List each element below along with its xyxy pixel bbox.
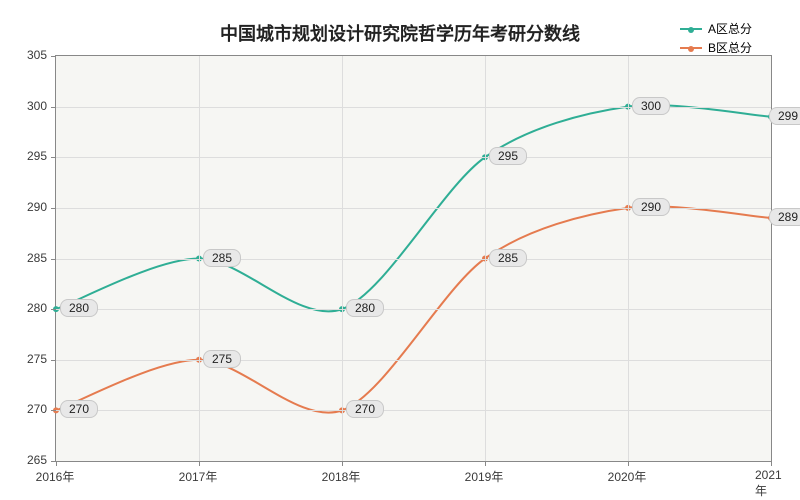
- data-label: 295: [489, 147, 527, 165]
- data-label: 275: [203, 350, 241, 368]
- y-tick-label: 300: [27, 99, 47, 113]
- legend-swatch-b: [680, 47, 702, 49]
- grid-line-h: [56, 410, 771, 411]
- y-tick-mark: [51, 360, 56, 361]
- x-tick-label: 2020年: [608, 468, 647, 485]
- x-tick-mark: [342, 461, 343, 466]
- x-tick-label: 2021年: [755, 468, 785, 499]
- data-label: 280: [60, 299, 98, 317]
- legend-label-a: A区总分: [708, 20, 752, 37]
- legend-item-a: A区总分: [680, 20, 752, 37]
- grid-line-v: [342, 56, 343, 461]
- y-tick-mark: [51, 410, 56, 411]
- data-label: 285: [203, 249, 241, 267]
- grid-line-h: [56, 259, 771, 260]
- y-tick-label: 280: [27, 301, 47, 315]
- legend-item-b: B区总分: [680, 39, 752, 56]
- grid-line-v: [628, 56, 629, 461]
- x-tick-mark: [628, 461, 629, 466]
- legend-label-b: B区总分: [708, 39, 752, 56]
- plot-area: [55, 55, 772, 462]
- data-label: 285: [489, 249, 527, 267]
- x-tick-label: 2017年: [179, 468, 218, 485]
- y-tick-mark: [51, 157, 56, 158]
- x-tick-mark: [485, 461, 486, 466]
- legend-swatch-a: [680, 28, 702, 30]
- y-tick-mark: [51, 259, 56, 260]
- data-label: 289: [769, 208, 800, 226]
- y-tick-mark: [51, 107, 56, 108]
- data-label: 270: [346, 400, 384, 418]
- grid-line-h: [56, 309, 771, 310]
- y-tick-mark: [51, 309, 56, 310]
- data-label: 299: [769, 107, 800, 125]
- y-tick-mark: [51, 208, 56, 209]
- x-tick-mark: [771, 461, 772, 466]
- data-label: 270: [60, 400, 98, 418]
- x-tick-mark: [56, 461, 57, 466]
- x-tick-mark: [199, 461, 200, 466]
- y-tick-mark: [51, 56, 56, 57]
- grid-line-h: [56, 360, 771, 361]
- data-label: 290: [632, 198, 670, 216]
- x-tick-label: 2016年: [36, 468, 75, 485]
- data-label: 300: [632, 97, 670, 115]
- y-tick-label: 275: [27, 352, 47, 366]
- y-tick-label: 265: [27, 453, 47, 467]
- y-tick-label: 305: [27, 48, 47, 62]
- y-tick-label: 290: [27, 200, 47, 214]
- y-tick-label: 295: [27, 149, 47, 163]
- x-tick-label: 2018年: [322, 468, 361, 485]
- chart-container: 中国城市规划设计研究院哲学历年考研分数线 A区总分 B区总分 265270275…: [0, 0, 800, 500]
- y-tick-label: 270: [27, 402, 47, 416]
- legend: A区总分 B区总分: [680, 20, 752, 56]
- grid-line-h: [56, 157, 771, 158]
- grid-line-v: [199, 56, 200, 461]
- y-tick-label: 285: [27, 251, 47, 265]
- x-tick-label: 2019年: [465, 468, 504, 485]
- grid-line-v: [485, 56, 486, 461]
- data-label: 280: [346, 299, 384, 317]
